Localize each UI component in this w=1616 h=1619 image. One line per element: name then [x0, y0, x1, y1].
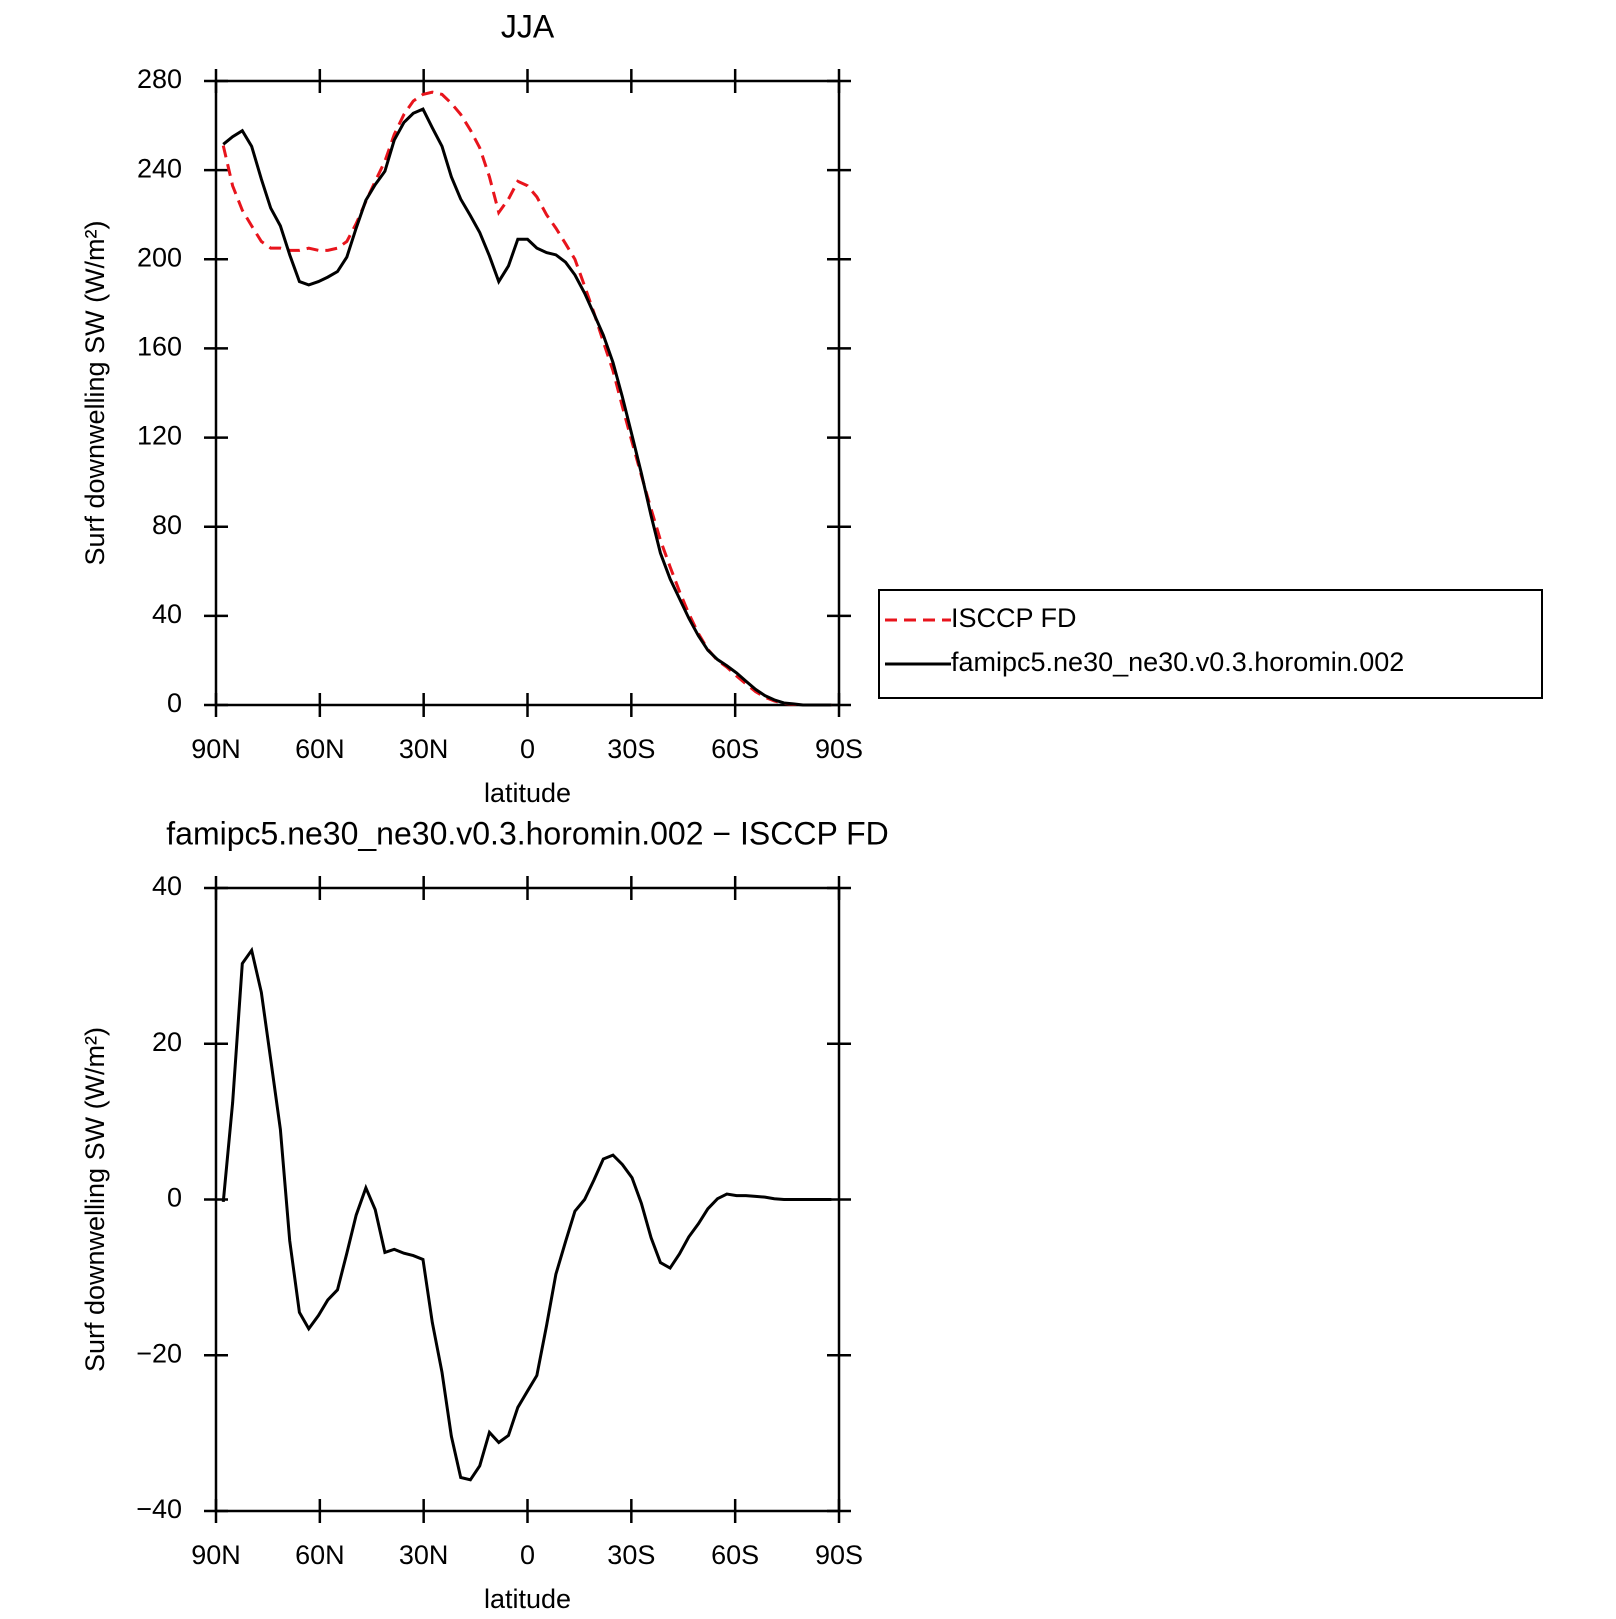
y-axis-label: Surf downwelling SW (W/m²) [80, 1027, 110, 1372]
x-tick-label: 90N [191, 1540, 241, 1570]
x-axis-label: latitude [484, 1584, 571, 1614]
y-tick-label: 40 [152, 599, 182, 629]
x-tick-label: 60N [295, 734, 345, 764]
chart-title: famipc5.ne30_ne30.v0.3.horomin.002 − ISC… [166, 815, 889, 851]
plot: famipc5.ne30_ne30.v0.3.horomin.002 − ISC… [80, 815, 889, 1614]
legend-label: famipc5.ne30_ne30.v0.3.horomin.002 [951, 647, 1404, 677]
x-tick-label: 30N [399, 1540, 449, 1570]
legend-label: ISCCP FD [951, 603, 1077, 633]
y-tick-label: 40 [152, 871, 182, 901]
x-tick-label: 30S [607, 1540, 655, 1570]
legend: ISCCP FD famipc5.ne30_ne30.v0.3.horomin.0… [878, 589, 1543, 699]
legend-box [878, 589, 1543, 699]
y-tick-label: 120 [137, 421, 182, 451]
plot-frame [214, 79, 841, 707]
x-tick-label: 60N [295, 1540, 345, 1570]
y-tick-label: 160 [137, 332, 182, 362]
x-tick-label: 0 [520, 1540, 535, 1570]
plot: JJA 0 40 80 120 160 200 240 280 90N 60N 30N 0 30S 60S 9… [80, 8, 1543, 808]
y-axis-label: Surf downwelling SW (W/m²) [80, 220, 110, 565]
y-tick-label: −40 [136, 1494, 182, 1524]
data-line [221, 946, 832, 1482]
y-tick-label: 80 [152, 510, 182, 540]
x-tick-label: 0 [520, 734, 535, 764]
y-tick-label: 0 [167, 1183, 182, 1213]
data-line [221, 90, 832, 707]
y-tick-label: 0 [167, 688, 182, 718]
x-tick-label: 30S [607, 734, 655, 764]
y-tick-label: 240 [137, 153, 182, 183]
y-tick-label: 20 [152, 1027, 182, 1057]
x-tick-label: 90S [815, 734, 863, 764]
x-tick-label: 30N [399, 734, 449, 764]
y-tick-label: 200 [137, 242, 182, 272]
x-tick-label: 90N [191, 734, 241, 764]
x-tick-label: 90S [815, 1540, 863, 1570]
x-tick-label: 60S [711, 734, 759, 764]
data-line [222, 107, 832, 707]
plot-frame [214, 886, 841, 1513]
chart-title: JJA [501, 8, 555, 44]
x-axis-label: latitude [484, 778, 571, 808]
y-tick-label: 280 [137, 64, 182, 94]
y-tick-label: −20 [136, 1338, 182, 1368]
x-tick-label: 60S [711, 1540, 759, 1570]
